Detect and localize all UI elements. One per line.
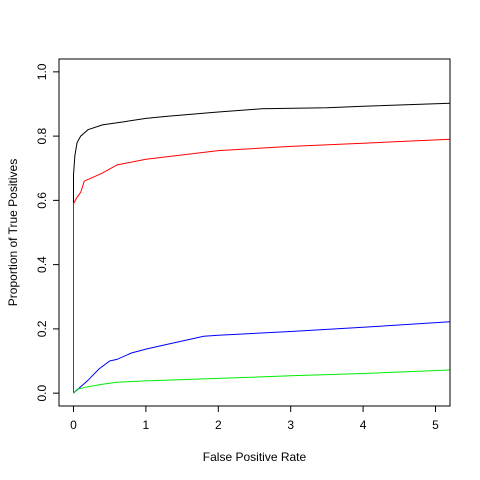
y-axis-label: Proportion of True Positives — [6, 159, 20, 306]
x-axis-label: False Positive Rate — [203, 450, 307, 464]
plot-frame — [58, 58, 451, 407]
y-tick-label: 0.2 — [35, 320, 49, 337]
y-tick-label: 0.4 — [35, 256, 49, 273]
x-tick-label: 5 — [432, 418, 439, 432]
y-tick-label: 0.0 — [35, 384, 49, 401]
x-tick-label: 2 — [215, 418, 222, 432]
y-tick-label: 1.0 — [35, 63, 49, 80]
series-line-1 — [73, 102, 451, 394]
x-axis: 0 1 2 3 4 5 — [70, 406, 439, 432]
series-line-4 — [73, 369, 451, 394]
series-line-2 — [73, 138, 451, 394]
x-tick-label: 1 — [143, 418, 150, 432]
y-tick-label: 0.6 — [35, 192, 49, 209]
x-tick-label: 3 — [287, 418, 294, 432]
x-tick-label: 0 — [70, 418, 77, 432]
y-axis: 0.0 0.2 0.4 0.6 0.8 1.0 — [35, 63, 59, 401]
series-line-3 — [73, 321, 451, 394]
series-layer — [73, 102, 451, 394]
x-tick-label: 4 — [360, 418, 367, 432]
y-tick-label: 0.8 — [35, 127, 49, 144]
